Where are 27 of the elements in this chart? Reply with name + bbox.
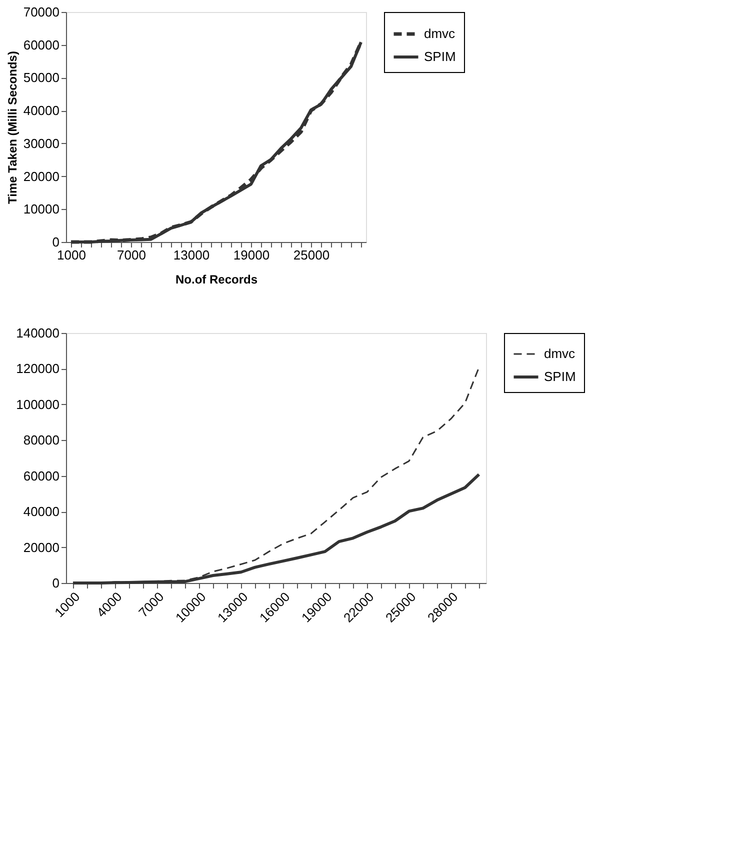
x-axis-title: No.of Records bbox=[175, 272, 258, 286]
legend-label: SPIM bbox=[424, 49, 456, 64]
y-tick-label: 80000 bbox=[23, 432, 60, 448]
y-tick-label: 60000 bbox=[23, 37, 60, 52]
y-tick-label: 60000 bbox=[23, 468, 60, 484]
y-tick-label: 20000 bbox=[23, 168, 60, 184]
x-tick-label: 13000 bbox=[173, 248, 210, 262]
y-tick-label: 20000 bbox=[23, 540, 60, 555]
y-tick-label: 140000 bbox=[16, 326, 60, 340]
y-tick-label: 40000 bbox=[23, 103, 60, 118]
y-tick-label: 50000 bbox=[23, 70, 60, 86]
legend-label: dmvc bbox=[424, 26, 456, 41]
y-tick-label: 100000 bbox=[16, 396, 60, 412]
y-tick-label: 0 bbox=[52, 234, 60, 250]
y-tick-label: 40000 bbox=[23, 504, 60, 520]
y-tick-label: 0 bbox=[52, 576, 60, 590]
x-tick-label: 19000 bbox=[233, 248, 270, 262]
y-axis-title: Time Taken (Milli Seconds) bbox=[5, 51, 20, 204]
legend-label: dmvc bbox=[544, 346, 576, 361]
x-tick-label: 1000 bbox=[57, 248, 86, 262]
x-tick-label: 7000 bbox=[117, 248, 146, 262]
y-tick-label: 10000 bbox=[23, 202, 60, 217]
y-tick-label: 30000 bbox=[23, 136, 60, 151]
y-tick-label: 120000 bbox=[16, 361, 60, 376]
x-tick-label: 25000 bbox=[293, 248, 330, 262]
legend-label: SPIM bbox=[544, 369, 576, 384]
y-tick-label: 70000 bbox=[23, 4, 60, 20]
